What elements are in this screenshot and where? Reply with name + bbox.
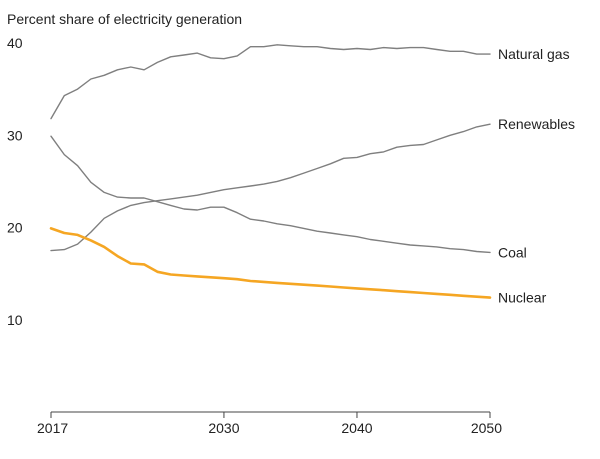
y-tick-label: 20 — [7, 220, 23, 236]
y-tick-label: 10 — [7, 312, 23, 328]
y-tick-label: 40 — [7, 35, 23, 51]
series-line-renewables — [50, 123, 491, 252]
series-label-renewables: Renewables — [498, 116, 575, 132]
series-labels: Natural gas Renewables Coal Nuclear — [498, 46, 575, 306]
x-axis: 2017 2030 2040 2050 — [37, 411, 502, 436]
series-line-natural-gas — [50, 44, 491, 120]
series-lines — [49, 44, 492, 299]
series-label-natural-gas: Natural gas — [498, 46, 570, 62]
x-tick-label: 2050 — [471, 420, 502, 436]
y-axis-label: Percent share of electricity generation — [7, 11, 242, 27]
x-tick-label: 2030 — [208, 420, 239, 436]
y-tick-label: 30 — [7, 127, 23, 143]
x-tick-label: 2017 — [37, 420, 68, 436]
series-label-nuclear: Nuclear — [498, 290, 547, 306]
y-tick-labels: 10 20 30 40 — [7, 35, 23, 328]
series-line-nuclear — [49, 227, 492, 299]
series-label-coal: Coal — [498, 244, 527, 260]
x-tick-label: 2040 — [341, 420, 372, 436]
series-line-coal — [50, 135, 491, 254]
